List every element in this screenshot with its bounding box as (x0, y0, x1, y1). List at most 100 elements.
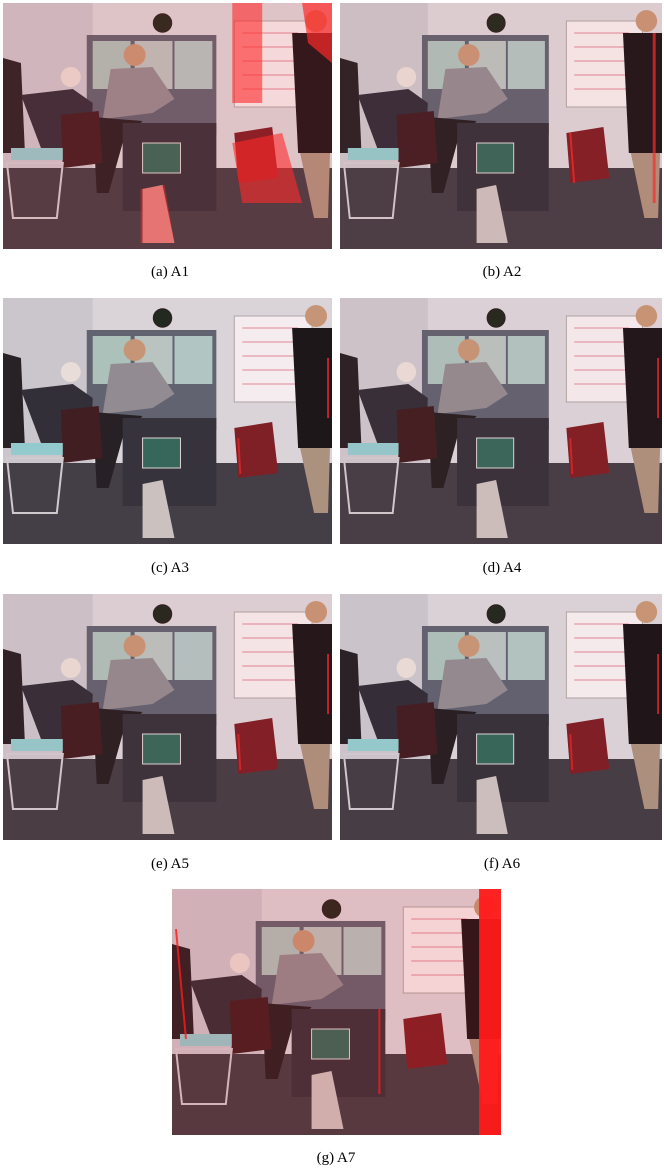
standing-man-head (305, 601, 328, 623)
red-tint-overlay (340, 594, 662, 840)
seated-man-head (458, 44, 480, 66)
edge-fringe (569, 437, 574, 475)
standing-man-jacket (622, 33, 662, 153)
office-chair-left (396, 406, 438, 463)
seated-man-head (458, 635, 480, 657)
desk-sign (142, 142, 181, 174)
seated-man-shirt (437, 658, 508, 710)
standing-man-head (635, 305, 658, 327)
folding-table (342, 457, 400, 514)
poster-right (174, 632, 213, 680)
red-tint-overlay (3, 298, 332, 544)
hanging-coat (340, 353, 362, 448)
stacked-books (347, 148, 399, 160)
standing-man-jacket (292, 33, 332, 153)
wall-clock (486, 13, 506, 33)
folding-table (342, 162, 400, 219)
edge-fringe (174, 928, 187, 1040)
poster-right (174, 336, 213, 384)
poster-right (174, 41, 213, 89)
red-tint-overlay (3, 3, 332, 249)
edge-fringe (237, 437, 242, 475)
wall-clock (152, 308, 173, 328)
seated-man-legs (92, 117, 143, 193)
office-scene-image-a1 (3, 3, 332, 249)
mannequin-head (60, 362, 81, 382)
standing-man-trousers (300, 153, 331, 218)
wall-clock (321, 899, 342, 919)
lion-statue (142, 480, 175, 538)
mannequin-head (396, 658, 417, 678)
caption-a2: (b) A2 (482, 264, 522, 280)
hanging-coat (3, 58, 25, 153)
seated-man-head (123, 44, 146, 66)
office-chair-left (396, 702, 438, 759)
stacked-books (10, 148, 63, 160)
office-chair-left (60, 702, 103, 759)
mannequin-head (229, 953, 250, 973)
scene-svg (340, 3, 662, 249)
seated-man-legs (92, 708, 143, 784)
ghost-artifact (232, 3, 263, 103)
poster-right (343, 927, 382, 975)
edge-fringe (569, 132, 576, 184)
desk-sign (476, 142, 515, 174)
caption-a3: (c) A3 (151, 560, 189, 576)
edge-fringe (237, 733, 242, 771)
stacked-books (347, 443, 399, 455)
standing-man-jacket (622, 328, 662, 448)
seated-man-shirt (437, 67, 508, 119)
desk-sign (142, 437, 181, 469)
seated-man-legs (92, 412, 143, 488)
mannequin-head (60, 67, 81, 87)
scene-svg (340, 594, 662, 840)
ghost-artifact (302, 3, 332, 63)
office-chair-left (229, 997, 272, 1054)
mannequin-head (396, 67, 417, 87)
standing-man-jacket (292, 624, 332, 744)
hanging-coat (3, 649, 25, 744)
standing-man-trousers (630, 448, 661, 513)
lion-statue (476, 185, 508, 243)
office-chair-right (234, 718, 279, 774)
seated-man-shirt (437, 362, 508, 414)
hanging-coat (340, 649, 362, 744)
red-tint-overlay (340, 298, 662, 544)
standing-man-head (635, 601, 658, 623)
standing-man-trousers (630, 744, 661, 809)
wall-clock (486, 308, 506, 328)
red-tint-overlay (172, 889, 501, 1135)
wall-clock (486, 604, 506, 624)
seated-man-head (458, 339, 480, 361)
standing-man-jacket (292, 328, 332, 448)
seated-man-shirt (271, 953, 344, 1005)
poster-right (507, 632, 545, 680)
office-scene-image-a7 (172, 889, 501, 1135)
seated-man-head (123, 635, 146, 657)
wall-clock (152, 604, 173, 624)
ghost-artifact (232, 133, 303, 203)
seated-man-legs (427, 117, 477, 193)
lion-statue (476, 480, 508, 538)
hanging-coat (3, 353, 25, 448)
lion-statue (142, 776, 175, 834)
standing-man-trousers (300, 744, 331, 809)
poster-right (507, 336, 545, 384)
folding-table (5, 753, 64, 810)
office-scene-image-a5 (3, 594, 332, 840)
office-scene-image-a2 (340, 3, 662, 249)
seated-man-legs (261, 1003, 312, 1079)
seated-man-legs (427, 412, 477, 488)
stacked-books (347, 739, 399, 751)
office-chair-right (566, 422, 610, 478)
scene-svg (340, 298, 662, 544)
hanging-coat (340, 58, 362, 153)
folding-table (174, 1048, 233, 1105)
ghost-artifact (140, 185, 175, 243)
seated-man-shirt (102, 67, 175, 119)
stacked-books (10, 443, 63, 455)
office-chair-left (60, 111, 103, 168)
lion-statue (311, 1071, 344, 1129)
caption-a5: (e) A5 (151, 856, 189, 872)
